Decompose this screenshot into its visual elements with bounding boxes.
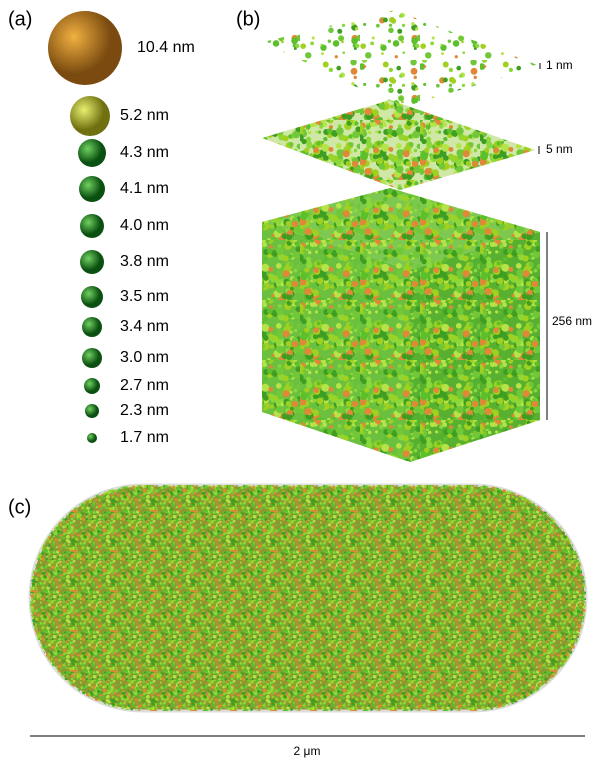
particle xyxy=(85,404,99,418)
panel-a: (a) 10.4 nm 5.2 nm 4.3 nm 4.1 nm 4.0 nm 3.8 n… xyxy=(8,8,195,446)
size-label: 10.4 nm xyxy=(137,39,195,56)
size-label: 3.5 nm xyxy=(120,288,169,305)
size-label: 3.8 nm xyxy=(120,253,169,270)
panel-b: (b) 1 nm 5 nm 256 nm xyxy=(236,8,592,462)
panel-c: (c) 2 μm xyxy=(8,485,586,758)
panel-label: (b) xyxy=(236,8,260,30)
panel-label: (c) xyxy=(8,496,31,518)
size-label: 3.4 nm xyxy=(120,318,169,335)
size-label: 4.3 nm xyxy=(120,144,169,161)
particle xyxy=(78,139,106,167)
capsule xyxy=(30,485,586,711)
cube-label: 256 nm xyxy=(552,314,592,328)
slab-label: 5 nm xyxy=(546,142,573,156)
size-label: 4.1 nm xyxy=(120,180,169,197)
size-label: 2.7 nm xyxy=(120,377,169,394)
particle xyxy=(87,433,97,443)
panel-label: (a) xyxy=(8,8,32,30)
particle xyxy=(80,214,104,238)
figure: (a) 10.4 nm 5.2 nm 4.3 nm 4.1 nm 4.0 nm 3.8 n… xyxy=(0,0,613,763)
size-label: 5.2 nm xyxy=(120,107,169,124)
slab-label: 1 nm xyxy=(546,58,573,72)
size-label: 4.0 nm xyxy=(120,217,169,234)
slab-5nm xyxy=(262,100,535,190)
size-label: 2.3 nm xyxy=(120,402,169,419)
particle xyxy=(84,378,100,394)
particle xyxy=(48,11,122,85)
particle xyxy=(81,286,103,308)
slab-1nm xyxy=(263,10,540,108)
size-label: 1.7 nm xyxy=(120,429,169,446)
particle xyxy=(82,317,102,337)
particle xyxy=(82,348,102,368)
particle xyxy=(79,176,105,202)
scale-label: 2 μm xyxy=(294,744,321,758)
particle xyxy=(80,250,104,274)
cube-texture xyxy=(262,188,540,462)
particle xyxy=(70,96,110,136)
size-label: 3.0 nm xyxy=(120,349,169,366)
